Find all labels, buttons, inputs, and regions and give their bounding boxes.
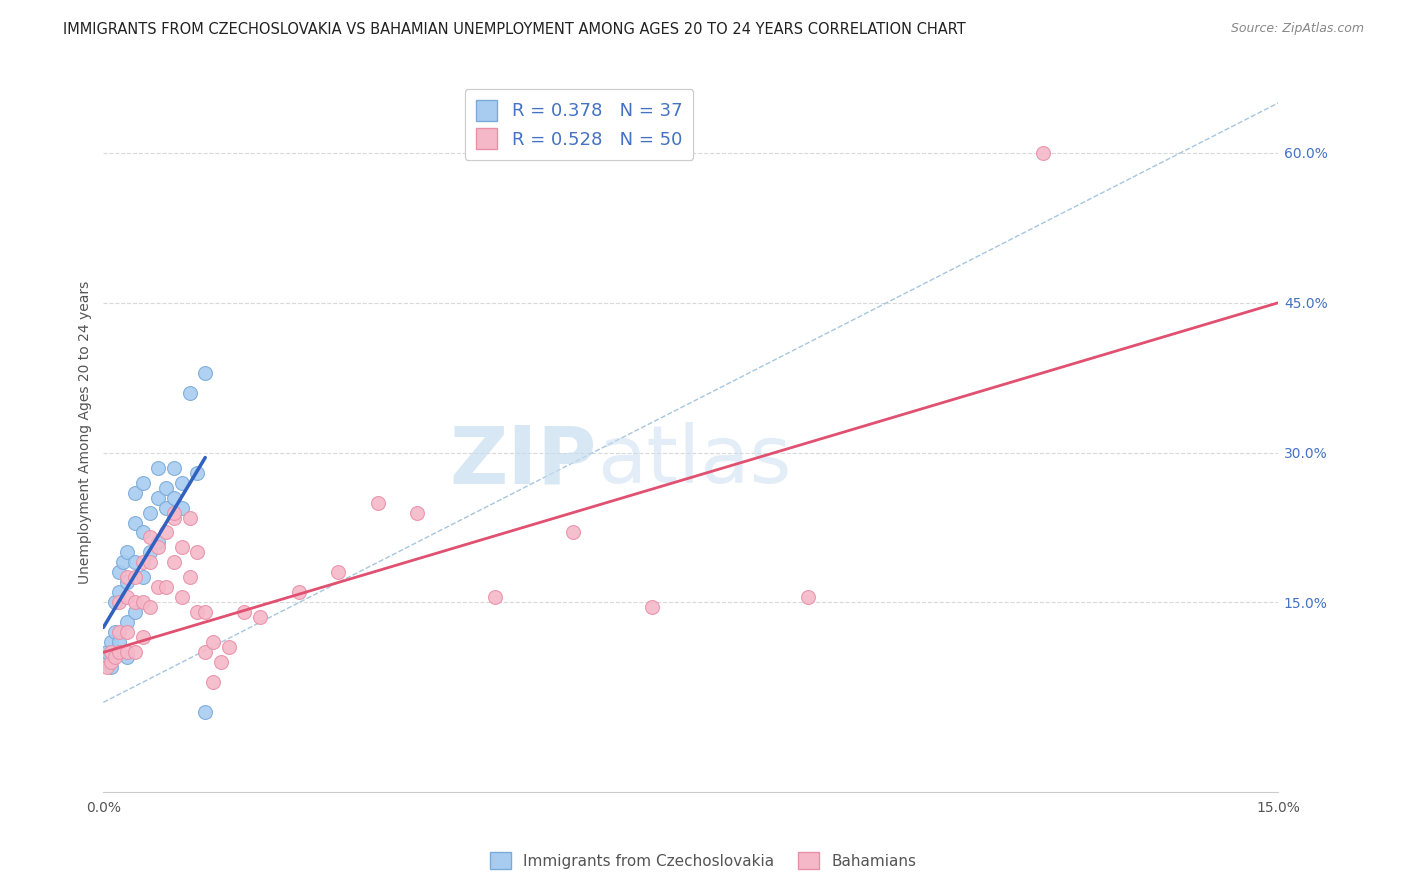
Point — [104, 650, 127, 665]
Point — [202, 635, 225, 649]
Legend: R = 0.378   N = 37, R = 0.528   N = 50: R = 0.378 N = 37, R = 0.528 N = 50 — [465, 89, 693, 160]
Point — [1032, 145, 1054, 160]
Point — [100, 660, 122, 674]
Y-axis label: Unemployment Among Ages 20 to 24 years: Unemployment Among Ages 20 to 24 years — [79, 281, 93, 584]
Point — [96, 656, 118, 670]
Point — [111, 556, 134, 570]
Point — [218, 640, 240, 655]
Text: IMMIGRANTS FROM CZECHOSLOVAKIA VS BAHAMIAN UNEMPLOYMENT AMONG AGES 20 TO 24 YEAR: IMMIGRANTS FROM CZECHOSLOVAKIA VS BAHAMI… — [63, 22, 966, 37]
Point — [249, 610, 271, 624]
Point — [115, 645, 138, 659]
Point — [163, 460, 186, 475]
Text: Source: ZipAtlas.com: Source: ZipAtlas.com — [1230, 22, 1364, 36]
Point — [108, 566, 131, 580]
Point — [202, 675, 225, 690]
Point — [233, 606, 256, 620]
Point — [115, 615, 138, 630]
Point — [124, 595, 146, 609]
Point — [186, 466, 208, 480]
Point — [131, 631, 153, 645]
Point — [194, 706, 217, 720]
Point — [163, 491, 186, 505]
Point — [100, 645, 122, 659]
Point — [562, 525, 585, 540]
Point — [170, 475, 193, 490]
Point — [367, 495, 389, 509]
Point — [170, 500, 193, 515]
Point — [148, 491, 170, 505]
Point — [797, 591, 820, 605]
Point — [124, 606, 146, 620]
Point — [163, 510, 186, 524]
Point — [108, 645, 131, 659]
Point — [170, 541, 193, 555]
Point — [194, 366, 217, 380]
Point — [640, 600, 662, 615]
Point — [115, 545, 138, 559]
Legend: Immigrants from Czechoslovakia, Bahamians: Immigrants from Czechoslovakia, Bahamian… — [484, 846, 922, 875]
Point — [115, 575, 138, 590]
Point — [104, 625, 127, 640]
Text: atlas: atlas — [596, 423, 792, 500]
Point — [108, 585, 131, 599]
Point — [104, 595, 127, 609]
Point — [139, 506, 162, 520]
Point — [148, 541, 170, 555]
Point — [179, 570, 201, 584]
Point — [124, 645, 146, 659]
Point — [131, 475, 153, 490]
Point — [194, 606, 217, 620]
Point — [124, 485, 146, 500]
Point — [179, 510, 201, 524]
Point — [148, 535, 170, 549]
Point — [131, 595, 153, 609]
Point — [115, 570, 138, 584]
Point — [186, 545, 208, 559]
Point — [139, 556, 162, 570]
Point — [170, 591, 193, 605]
Point — [163, 556, 186, 570]
Point — [131, 556, 153, 570]
Point — [115, 650, 138, 665]
Point — [115, 591, 138, 605]
Point — [155, 481, 177, 495]
Point — [405, 506, 427, 520]
Point — [115, 625, 138, 640]
Point — [163, 506, 186, 520]
Point — [96, 645, 118, 659]
Point — [108, 635, 131, 649]
Point — [108, 625, 131, 640]
Point — [179, 385, 201, 400]
Point — [139, 545, 162, 559]
Point — [288, 585, 311, 599]
Point — [139, 600, 162, 615]
Point — [100, 645, 122, 659]
Point — [155, 581, 177, 595]
Text: ZIP: ZIP — [450, 423, 596, 500]
Point — [328, 566, 350, 580]
Point — [139, 531, 162, 545]
Point — [100, 635, 122, 649]
Point — [155, 500, 177, 515]
Point — [108, 595, 131, 609]
Point — [148, 581, 170, 595]
Point — [484, 591, 506, 605]
Point — [124, 556, 146, 570]
Point — [131, 570, 153, 584]
Point — [131, 525, 153, 540]
Point — [96, 660, 118, 674]
Point — [209, 656, 232, 670]
Point — [194, 645, 217, 659]
Point — [100, 656, 122, 670]
Point — [124, 516, 146, 530]
Point — [155, 525, 177, 540]
Point — [124, 570, 146, 584]
Point — [186, 606, 208, 620]
Point — [148, 460, 170, 475]
